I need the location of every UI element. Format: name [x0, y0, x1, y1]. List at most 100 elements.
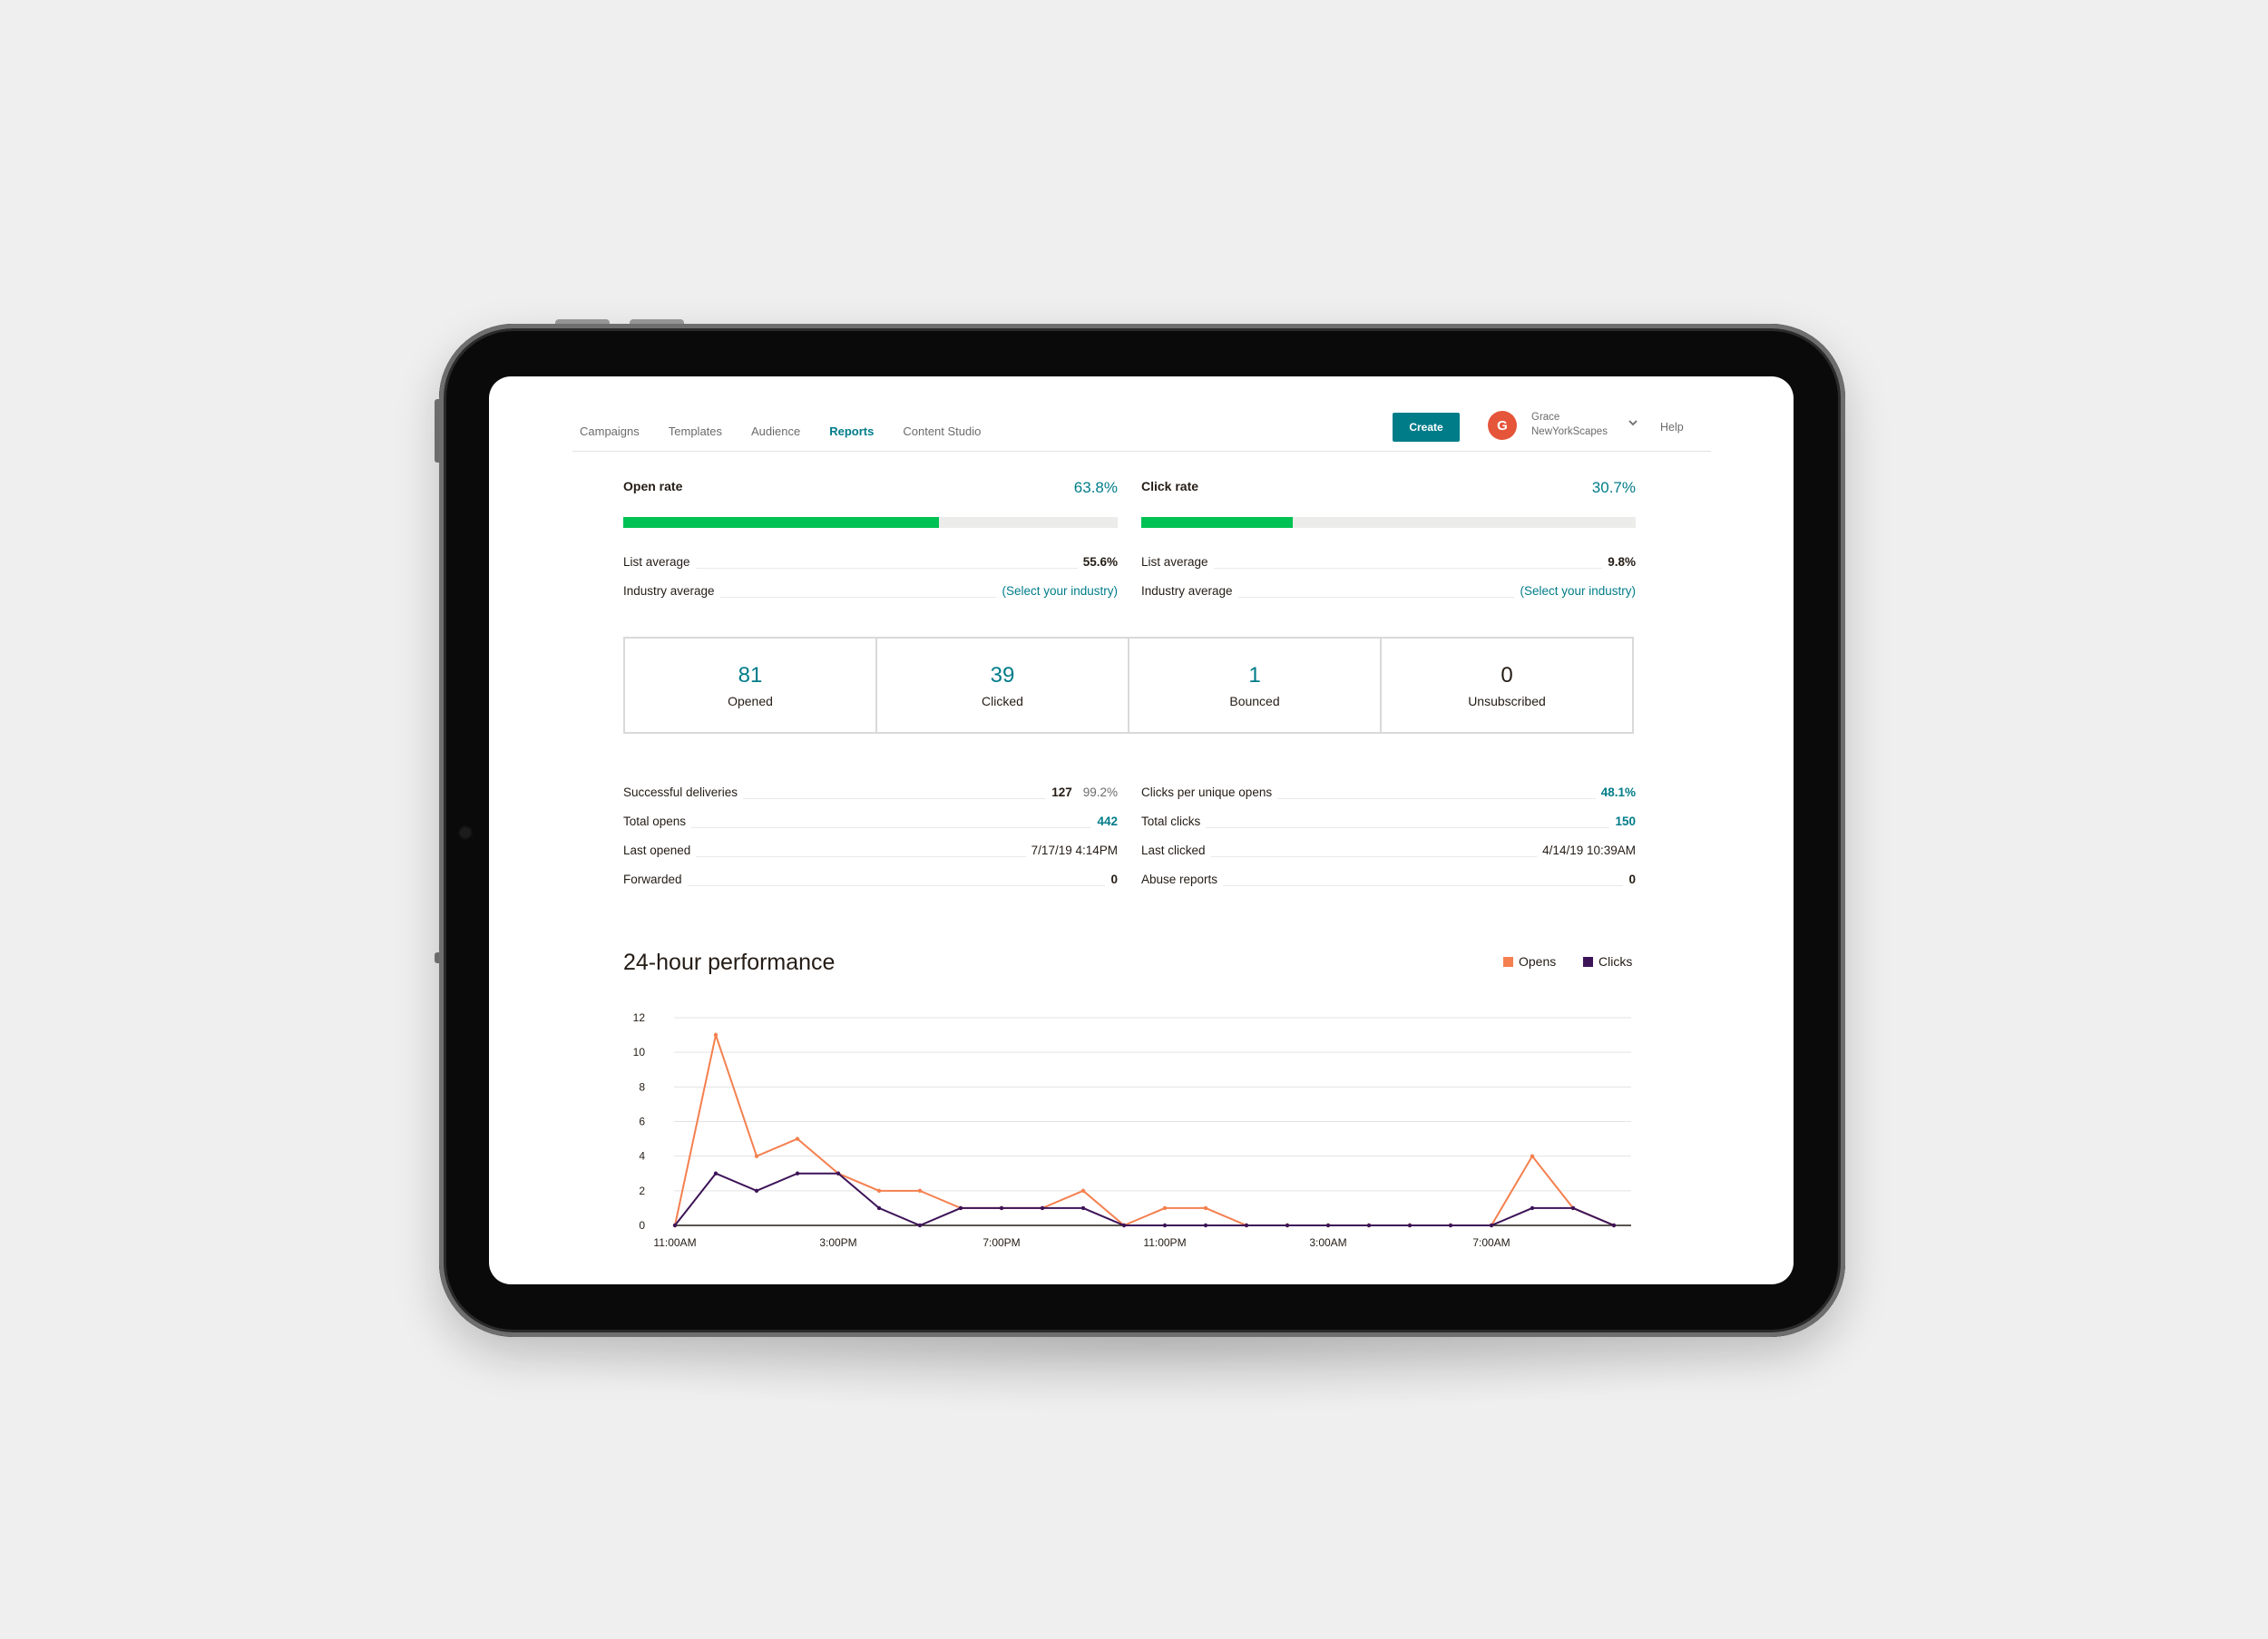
nav-templates[interactable]: Templates: [668, 424, 723, 438]
x-tick-label: 3:00PM: [819, 1236, 856, 1249]
click-list-average-row: List average 9.8%: [1141, 553, 1636, 571]
user-org[interactable]: NewYorkScapes: [1531, 426, 1608, 437]
data-point-clicks: [1325, 1223, 1331, 1228]
user-name[interactable]: Grace: [1531, 412, 1560, 423]
legend-swatch: [1583, 956, 1593, 967]
top-nav: Campaigns Templates Audience Reports Con…: [580, 413, 1010, 449]
detail-value: 4/14/19 10:39AM: [1537, 844, 1636, 857]
detail-label: Total opens: [623, 815, 692, 828]
legend-opens[interactable]: Opens: [1503, 954, 1556, 969]
click-rate-value: 30.7%: [1591, 479, 1636, 496]
click-rate-bar: [1141, 517, 1636, 528]
x-tick-label: 3:00AM: [1309, 1236, 1346, 1249]
detail-row-clicks-per-open: Clicks per unique opens 48.1%: [1141, 784, 1636, 802]
data-point-opens: [917, 1188, 923, 1194]
click-select-industry-link[interactable]: (Select your industry): [1514, 584, 1636, 598]
stat-unsubscribed[interactable]: 0 Unsubscribed: [1382, 639, 1632, 732]
detail-row-total-clicks: Total clicks 150: [1141, 813, 1636, 831]
data-point-clicks: [795, 1171, 800, 1176]
open-list-average-label: List average: [623, 555, 696, 569]
data-point-clicks: [1407, 1223, 1413, 1228]
y-tick-label: 0: [639, 1219, 645, 1232]
data-point-opens: [1203, 1205, 1208, 1211]
side-button: [435, 399, 440, 463]
data-point-clicks: [713, 1171, 719, 1176]
data-point-clicks: [1285, 1223, 1290, 1228]
open-industry-average-label: Industry average: [623, 584, 720, 598]
y-tick-label: 2: [639, 1185, 645, 1197]
open-list-average-row: List average 55.6%: [623, 553, 1118, 571]
stat-value: 0: [1501, 663, 1513, 688]
detail-value: 0: [1105, 873, 1118, 886]
detail-label: Total clicks: [1141, 815, 1207, 828]
detail-row-abuse-reports: Abuse reports 0: [1141, 871, 1636, 889]
data-point-clicks: [999, 1205, 1004, 1211]
data-point-clicks: [1244, 1223, 1249, 1228]
nav-reports[interactable]: Reports: [829, 424, 875, 438]
data-point-clicks: [1448, 1223, 1453, 1228]
nav-divider: [572, 451, 1711, 452]
stat-label: Unsubscribed: [1468, 694, 1546, 708]
create-button[interactable]: Create: [1393, 413, 1460, 442]
detail-row-last-clicked: Last clicked 4/14/19 10:39AM: [1141, 842, 1636, 860]
nav-content-studio[interactable]: Content Studio: [903, 424, 982, 438]
chart-title: 24-hour performance: [623, 950, 836, 975]
x-tick-label: 11:00AM: [653, 1236, 696, 1249]
avatar[interactable]: G: [1488, 411, 1517, 440]
click-list-average-label: List average: [1141, 555, 1214, 569]
detail-label: Clicks per unique opens: [1141, 785, 1278, 799]
data-point-clicks: [1040, 1205, 1045, 1211]
stat-value: 39: [990, 663, 1015, 688]
total-clicks-link[interactable]: 150: [1609, 815, 1636, 828]
detail-row-last-opened: Last opened 7/17/19 4:14PM: [623, 842, 1118, 860]
click-rate-bar-fill: [1141, 517, 1294, 528]
legend-swatch: [1503, 956, 1513, 967]
chevron-down-icon[interactable]: [1627, 416, 1639, 429]
data-point-opens: [754, 1154, 759, 1158]
click-industry-average-row: Industry average (Select your industry): [1141, 582, 1636, 600]
x-tick-label: 11:00PM: [1143, 1236, 1186, 1249]
data-point-clicks: [1611, 1223, 1617, 1228]
clicks-per-open-link[interactable]: 48.1%: [1595, 785, 1636, 799]
open-select-industry-link[interactable]: (Select your industry): [996, 584, 1118, 598]
total-opens-link[interactable]: 442: [1091, 815, 1118, 828]
click-industry-average-label: Industry average: [1141, 584, 1238, 598]
nav-audience[interactable]: Audience: [751, 424, 801, 438]
data-point-clicks: [1080, 1205, 1086, 1211]
stat-clicked[interactable]: 39 Clicked: [877, 639, 1129, 732]
data-point-clicks: [672, 1223, 678, 1228]
stats-summary: 81 Opened 39 Clicked 1 Bounced 0 Unsubsc…: [623, 637, 1634, 734]
y-tick-label: 10: [633, 1046, 646, 1059]
data-point-clicks: [917, 1223, 923, 1228]
data-point-clicks: [1366, 1223, 1372, 1228]
open-rate-title: Open rate: [623, 479, 683, 493]
stat-value: 1: [1248, 663, 1261, 688]
series-line-clicks: [674, 1172, 1615, 1227]
data-point-opens: [795, 1137, 800, 1141]
detail-label: Forwarded: [623, 873, 688, 886]
detail-value: 127 99.2%: [1046, 785, 1118, 799]
nav-campaigns[interactable]: Campaigns: [580, 424, 640, 438]
legend-clicks[interactable]: Clicks: [1583, 954, 1632, 969]
x-tick-label: 7:00AM: [1472, 1236, 1510, 1249]
help-link[interactable]: Help: [1660, 421, 1684, 434]
data-point-clicks: [754, 1188, 759, 1194]
performance-chart: 0 2 4 6 8 10 12 11:00AM 3:00PM 7:00PM 11:00PM 3:00A…: [633, 1011, 1631, 1249]
legend-label: Clicks: [1598, 954, 1633, 969]
volume-button: [555, 319, 610, 326]
data-point-opens: [713, 1032, 719, 1038]
detail-row-forwarded: Forwarded 0: [623, 871, 1118, 889]
data-point-clicks: [1121, 1223, 1127, 1228]
data-point-clicks: [1489, 1223, 1494, 1228]
stat-bounced[interactable]: 1 Bounced: [1129, 639, 1382, 732]
detail-value: 0: [1623, 873, 1636, 886]
open-rate-value: 63.8%: [1073, 479, 1118, 496]
data-point-clicks: [836, 1171, 841, 1176]
data-point-opens: [1530, 1154, 1535, 1158]
stat-label: Bounced: [1229, 694, 1280, 708]
stat-opened[interactable]: 81 Opened: [625, 639, 877, 732]
open-rate-bar-fill: [623, 517, 939, 528]
legend-label: Opens: [1519, 954, 1557, 969]
data-point-clicks: [958, 1205, 963, 1211]
series-line-opens: [674, 1031, 1615, 1227]
